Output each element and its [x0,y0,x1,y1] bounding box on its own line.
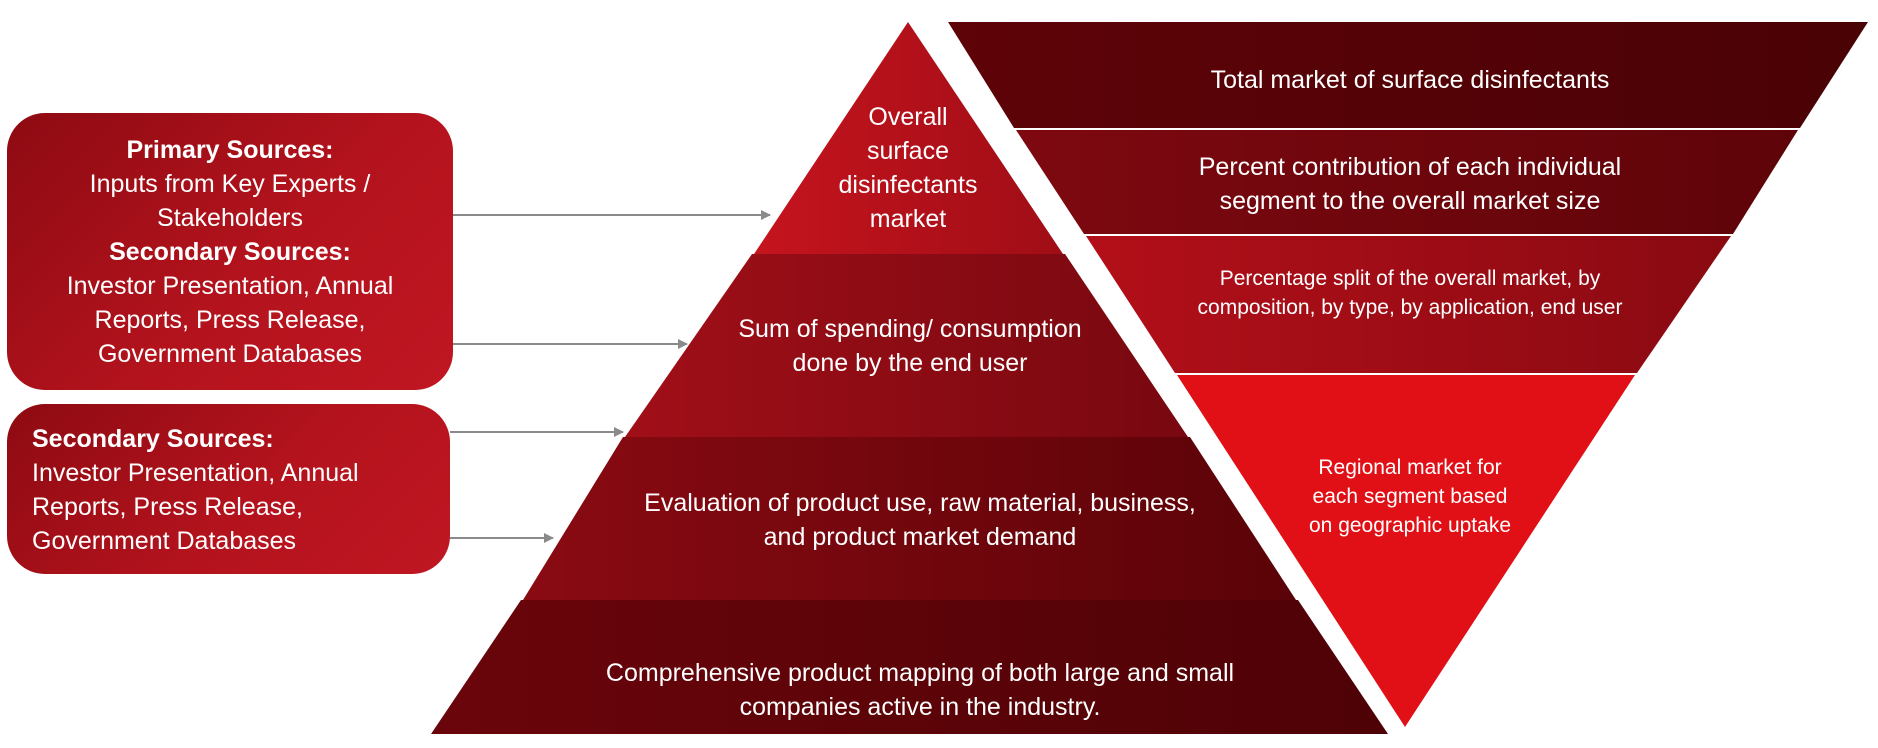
secondary-sources-line: Government Databases [97,340,363,368]
pyramid-label-4: Comprehensive product mapping of both la… [605,659,1235,721]
pyramid-tier-3 [523,437,1296,600]
pyramid-label-2: Sum of spending/ consumption done by the… [738,315,1082,377]
primary-sources-heading: Primary Sources: [126,136,334,164]
funnel-label-1: Total market of surface disinfectants [1210,66,1610,94]
primary-secondary-sources-box: Primary Sources: Inputs from Key Experts… [7,113,453,390]
funnel-tier-4 [1177,375,1635,727]
secondary-sources-line: Investor Presentation, Annual [66,272,394,300]
secondary-sources-heading: Secondary Sources: [109,238,351,266]
pyramid-label-1: Overall surface disinfectants market [838,103,978,233]
funnel-tier-1 [948,22,1868,128]
secondary-sources-line: Reports, Press Release, [94,306,366,334]
funnel-tier-3 [1086,236,1731,373]
funnel-tier-2 [1016,130,1798,234]
funnel-label-4: Regional market for each segment based o… [1309,455,1511,537]
secondary-sources-line: Reports, Press Release, [32,493,303,521]
pyramid-tier-4 [431,600,1388,734]
funnel-label-3: Percentage split of the overall market, … [1197,267,1623,319]
primary-sources-line: Inputs from Key Experts / [89,170,371,198]
secondary-sources-box: Secondary Sources: Investor Presentation… [7,404,450,574]
pyramid-tier-1 [754,22,1063,254]
pyramid-label-3: Evaluation of product use, raw material,… [644,489,1196,551]
secondary-sources-heading: Secondary Sources: [32,425,274,453]
secondary-sources-line: Government Databases [32,527,297,555]
primary-sources-line: Stakeholders [157,204,303,232]
secondary-sources-line: Investor Presentation, Annual [32,459,359,487]
funnel-label-2: Percent contribution of each individual … [1198,153,1622,215]
pyramid-tier-2 [625,254,1188,437]
